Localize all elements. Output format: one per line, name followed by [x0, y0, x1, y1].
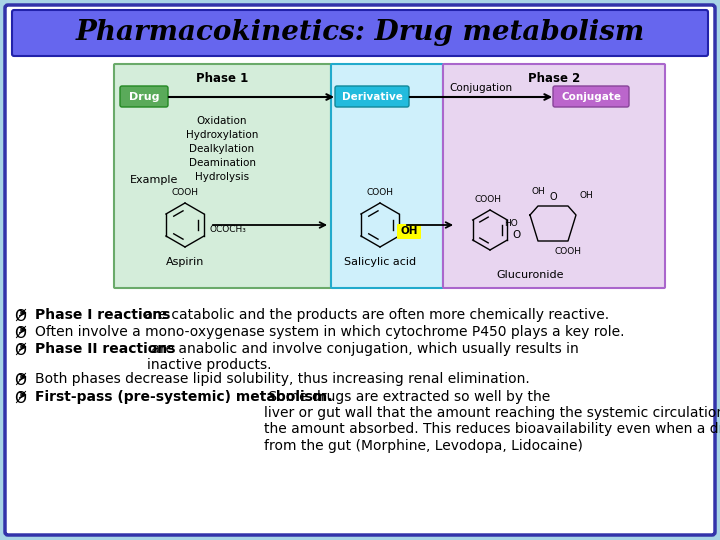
- Text: Phase II reactions: Phase II reactions: [35, 342, 176, 356]
- FancyBboxPatch shape: [335, 86, 409, 107]
- FancyBboxPatch shape: [12, 10, 708, 56]
- Text: Glucuronide: Glucuronide: [496, 270, 564, 280]
- FancyBboxPatch shape: [120, 86, 168, 107]
- Text: Ø: Ø: [14, 391, 26, 406]
- Text: are anabolic and involve conjugation, which usually results in
inactive products: are anabolic and involve conjugation, wh…: [147, 342, 578, 372]
- Text: Often involve a mono-oxygenase system in which cytochrome P450 plays a key role.: Often involve a mono-oxygenase system in…: [35, 325, 624, 339]
- Text: Salicylic acid: Salicylic acid: [344, 257, 416, 267]
- Text: Phase 2: Phase 2: [528, 71, 580, 84]
- Text: Hydrolysis: Hydrolysis: [195, 172, 249, 182]
- Text: Phase I reactions: Phase I reactions: [35, 308, 171, 322]
- Text: Dealkylation: Dealkylation: [189, 144, 255, 154]
- Text: OH: OH: [400, 226, 418, 237]
- Text: OH: OH: [531, 187, 545, 196]
- Text: Phase 1: Phase 1: [196, 71, 248, 84]
- Text: Drug: Drug: [129, 91, 159, 102]
- Text: COOH: COOH: [554, 247, 582, 256]
- Text: Ø: Ø: [14, 343, 26, 358]
- FancyBboxPatch shape: [331, 64, 443, 288]
- Text: Ø: Ø: [14, 309, 26, 324]
- FancyBboxPatch shape: [5, 5, 715, 535]
- Text: Deamination: Deamination: [189, 158, 256, 168]
- Text: Conjugation: Conjugation: [449, 83, 513, 93]
- FancyBboxPatch shape: [553, 86, 629, 107]
- Text: Hydroxylation: Hydroxylation: [186, 130, 258, 140]
- Text: Both phases decrease lipid solubility, thus increasing renal elimination.: Both phases decrease lipid solubility, t…: [35, 372, 530, 386]
- FancyBboxPatch shape: [114, 64, 331, 288]
- FancyBboxPatch shape: [443, 64, 665, 288]
- Text: COOH: COOH: [366, 188, 394, 197]
- Text: HO: HO: [504, 219, 518, 227]
- Text: OCOCH₃: OCOCH₃: [209, 226, 246, 234]
- Text: COOH: COOH: [474, 195, 502, 204]
- Text: Aspirin: Aspirin: [166, 257, 204, 267]
- Text: OH: OH: [580, 191, 594, 200]
- Text: Pharmacokinetics: Drug metabolism: Pharmacokinetics: Drug metabolism: [76, 19, 644, 46]
- Text: COOH: COOH: [171, 188, 199, 197]
- Text: Ø: Ø: [14, 373, 26, 388]
- Text: Oxidation: Oxidation: [197, 116, 247, 126]
- Text: O: O: [549, 192, 557, 202]
- Text: Some drugs are extracted so well by the
liver or gut wall that the amount reachi: Some drugs are extracted so well by the …: [264, 390, 720, 453]
- Text: Example: Example: [130, 175, 179, 185]
- Text: O: O: [512, 230, 521, 240]
- Text: Ø: Ø: [14, 326, 26, 341]
- Text: Derivative: Derivative: [341, 91, 402, 102]
- FancyBboxPatch shape: [397, 224, 421, 239]
- Text: are catabolic and the products are often more chemically reactive.: are catabolic and the products are often…: [140, 308, 610, 322]
- Text: Conjugate: Conjugate: [561, 91, 621, 102]
- Text: First-pass (pre-systemic) metabolism.: First-pass (pre-systemic) metabolism.: [35, 390, 333, 404]
